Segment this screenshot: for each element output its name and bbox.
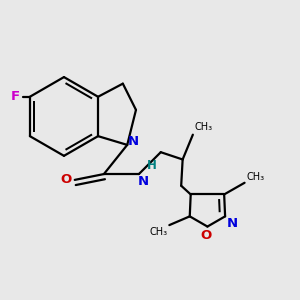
Text: N: N	[138, 175, 149, 188]
Text: CH₃: CH₃	[194, 122, 212, 132]
Text: H: H	[147, 159, 157, 172]
Text: CH₃: CH₃	[246, 172, 264, 182]
Text: F: F	[11, 90, 20, 103]
Text: N: N	[128, 136, 139, 148]
Text: O: O	[60, 173, 72, 186]
Text: CH₃: CH₃	[150, 227, 168, 237]
Text: N: N	[227, 217, 238, 230]
Text: O: O	[200, 229, 211, 242]
